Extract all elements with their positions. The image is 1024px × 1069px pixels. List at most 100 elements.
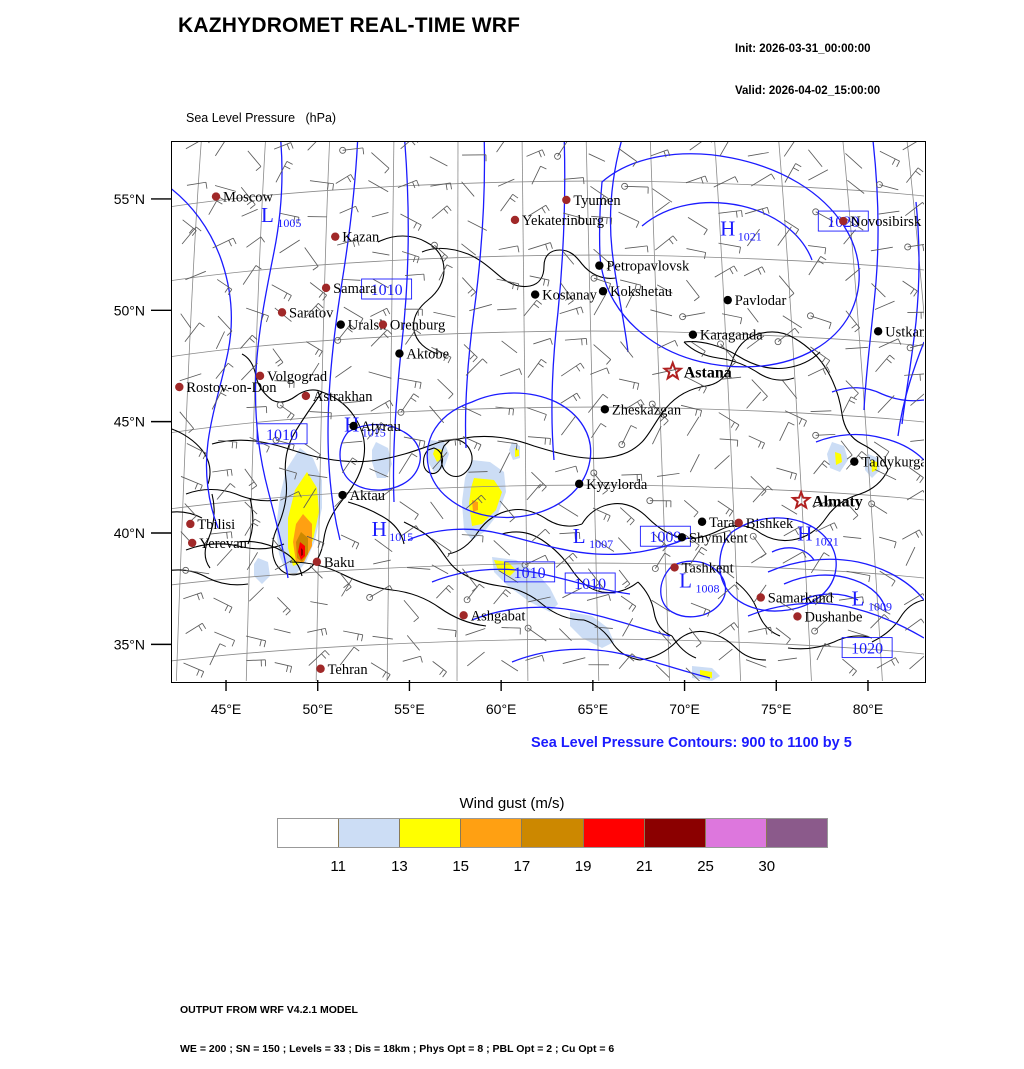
wind-barb [340,206,359,213]
wind-barb [185,271,205,279]
wind-barb [720,142,730,156]
weather-map[interactable]: L1005H1021H1015H1015L1007L1008H1021L1009… [171,141,926,683]
wind-barb [619,426,637,448]
colorbar-tick: 30 [758,858,775,875]
wind-barb [650,310,672,316]
city-marker: Taldykurgan [850,455,924,471]
wind-barb [187,182,207,188]
wind-barb [432,206,451,219]
wind-barb [905,244,924,251]
city-marker: Tyumen [562,193,621,209]
wind-barb [561,363,584,376]
wind-barb [216,332,224,349]
city-marker: Kazan [331,230,380,246]
wind-barb [907,312,924,319]
wind-barb [778,658,797,661]
city-marker: Kostanay [531,288,598,304]
wind-barb [776,628,791,644]
wind-barb [182,227,201,244]
wind-barb [372,252,389,255]
wind-barb [398,378,421,389]
wind-barb [404,309,422,316]
latitude-ticks: 55°N50°N45°N40°N35°N [114,191,171,652]
wind-barb [462,407,481,416]
wind-barb [910,655,924,669]
svg-text:1007: 1007 [589,537,613,551]
wind-barb [563,658,586,664]
wind-barb [778,227,792,246]
wind-barb [621,596,636,611]
wind-barb [433,661,447,677]
wind-barb [467,652,484,666]
wind-barb [335,366,351,377]
wind-barb [186,623,206,633]
city-label: Astrakhan [313,389,373,405]
wind-barb [277,597,290,615]
contour-label: 1010 [257,424,307,444]
latitude-tick-label: 40°N [114,525,145,541]
wind-barb [497,309,516,310]
wind-barb [438,629,456,637]
colorbar-swatch-3 [461,819,522,847]
city-label: Dushanbe [804,609,862,625]
wind-barb [902,530,922,539]
wind-barb [500,369,522,376]
wind-barb [433,312,455,317]
city-label: Ustkamen [885,324,924,340]
city-marker: Pavlodar [724,293,787,309]
wind-barb [877,658,899,669]
city-marker: Kokshetau [599,284,672,300]
wind-barb [186,142,209,149]
svg-text:1010: 1010 [574,576,606,593]
wind-barb [750,533,766,557]
city-marker: Aktau [338,488,385,504]
wind-barb [341,535,359,549]
wind-barb [876,355,895,372]
wind-barb [720,439,738,447]
wind-barb [275,663,292,673]
wind-barb [618,538,631,551]
wind-barb [906,168,923,183]
city-label: Moscow [223,190,273,206]
wind-barb [811,411,832,412]
wind-barb [210,644,226,665]
svg-text:L: L [573,524,586,548]
city-marker: Samara [322,281,377,297]
city-marker: Astrakhan [302,389,374,405]
wind-barb [340,147,364,154]
wind-barb [647,498,671,508]
wind-barb [245,469,257,490]
wind-barb [808,367,830,376]
city-label: Samara [333,281,377,297]
wind-barb [718,243,740,253]
svg-text:1015: 1015 [389,530,413,544]
longitude-tick-label: 75°E [761,701,792,717]
wind-barb [561,416,575,435]
wind-barb [751,476,766,496]
wind-barb [719,413,739,431]
city-label: Tyumen [573,193,621,209]
wind-barb [185,323,205,342]
wind-barb [689,628,701,647]
wind-barb [438,379,454,399]
wind-gust-colorbar[interactable] [277,818,828,848]
longitude-tick-label: 50°E [302,701,333,717]
wind-barb [436,585,453,598]
city-label: Atyrau [361,419,401,435]
wind-barb [907,490,924,500]
wind-barb [310,181,334,190]
longitude-tick-label: 80°E [853,701,884,717]
wind-barb [719,623,738,634]
wind-barb [872,283,886,297]
wind-barb [905,619,924,630]
city-marker: Tbilisi [186,517,235,533]
svg-text:1010: 1010 [266,427,298,444]
city-label: Baku [324,555,355,571]
valid-time: Valid: 2026-04-02_15:00:00 [735,84,880,98]
city-label: Bishkek [746,516,794,532]
colorbar-swatch-6 [645,819,706,847]
wind-barb [399,453,417,473]
wind-barb [343,631,363,641]
